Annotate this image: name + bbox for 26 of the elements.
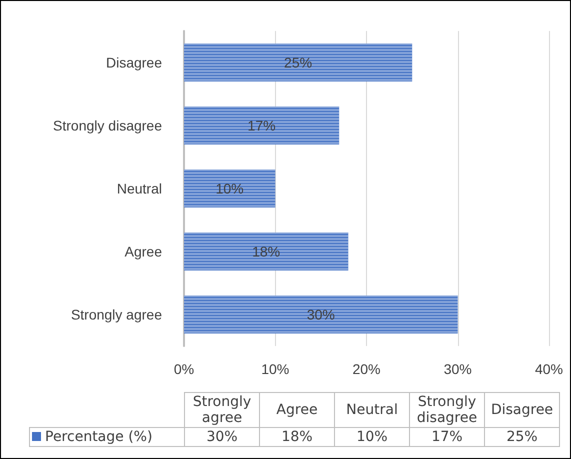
- x-tick-label: 10%: [261, 361, 290, 377]
- x-tick-label: 20%: [352, 361, 381, 377]
- data-label: 10%: [216, 180, 244, 196]
- y-tick-label: Agree: [124, 244, 162, 260]
- data-label: 17%: [248, 118, 276, 134]
- data-label: 25%: [284, 54, 312, 70]
- category-label: Strongly disagree: [416, 394, 478, 426]
- x-tick-label: 40%: [534, 361, 564, 377]
- text: 10%: [356, 429, 388, 445]
- category-label: Strongly agree: [192, 394, 252, 426]
- data-label: 18%: [252, 244, 280, 260]
- category-label: Disagree: [490, 402, 554, 418]
- legend-label: Percentage (%): [30, 428, 184, 446]
- category-label: Agree: [276, 402, 318, 418]
- y-tick-label: Neutral: [116, 180, 162, 196]
- x-tick-label: 0%: [174, 361, 194, 377]
- y-tick-label: Strongly disagree: [53, 118, 162, 134]
- category-label: Neutral: [346, 402, 398, 418]
- text: 30%: [206, 429, 238, 445]
- text: 18%: [281, 429, 313, 445]
- x-tick-label: 30%: [444, 361, 472, 377]
- y-tick-label: Disagree: [106, 54, 162, 70]
- y-tick-label: Strongly agree: [70, 306, 162, 322]
- text: 25%: [506, 429, 538, 445]
- data-label: 30%: [306, 306, 335, 322]
- text: 17%: [431, 429, 463, 445]
